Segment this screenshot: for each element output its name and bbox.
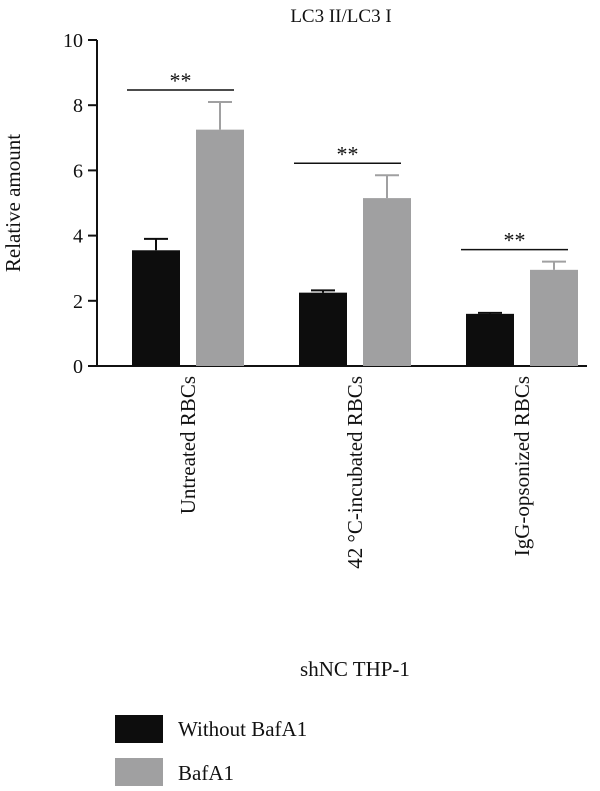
y-tick-label: 4: [73, 226, 83, 248]
x-tick-label: 42 °C-incubated RBCs: [343, 376, 367, 569]
bar: [299, 292, 347, 366]
y-axis-ticks: 0 2 4 6 8 10: [63, 30, 97, 378]
significance-label: **: [170, 68, 192, 93]
y-tick-label: 2: [73, 291, 83, 313]
significance-label: **: [337, 141, 359, 166]
x-tick-label: IgG-opsonized RBCs: [510, 376, 534, 556]
significance-label: **: [504, 228, 526, 253]
bars: ** ** **: [127, 68, 578, 366]
bar: [363, 198, 411, 366]
legend-swatch-without-bafa1: [115, 715, 163, 743]
x-axis-tick-labels: Untreated RBCs 42 °C-incubated RBCs IgG-op…: [176, 376, 534, 569]
x-tick-label: Untreated RBCs: [176, 376, 200, 514]
legend-label-without-bafa1: Without BafA1: [178, 717, 307, 741]
legend-swatch-bafa1: [115, 758, 163, 786]
y-axis-label: Relative amount: [1, 134, 25, 272]
bar: [530, 269, 578, 366]
legend-label-bafa1: BafA1: [178, 761, 234, 785]
y-tick-label: 10: [63, 30, 83, 52]
bar: [196, 129, 244, 366]
y-tick-label: 6: [73, 160, 83, 182]
chart-title: LC3 II/LC3 I: [290, 6, 391, 27]
y-tick-label: 8: [73, 95, 83, 117]
y-tick-label: 0: [73, 356, 83, 378]
bar: [132, 250, 180, 366]
legend: Without BafA1 BafA1: [115, 715, 307, 786]
x-axis-label: shNC THP-1: [300, 657, 410, 681]
bar: [466, 313, 514, 366]
